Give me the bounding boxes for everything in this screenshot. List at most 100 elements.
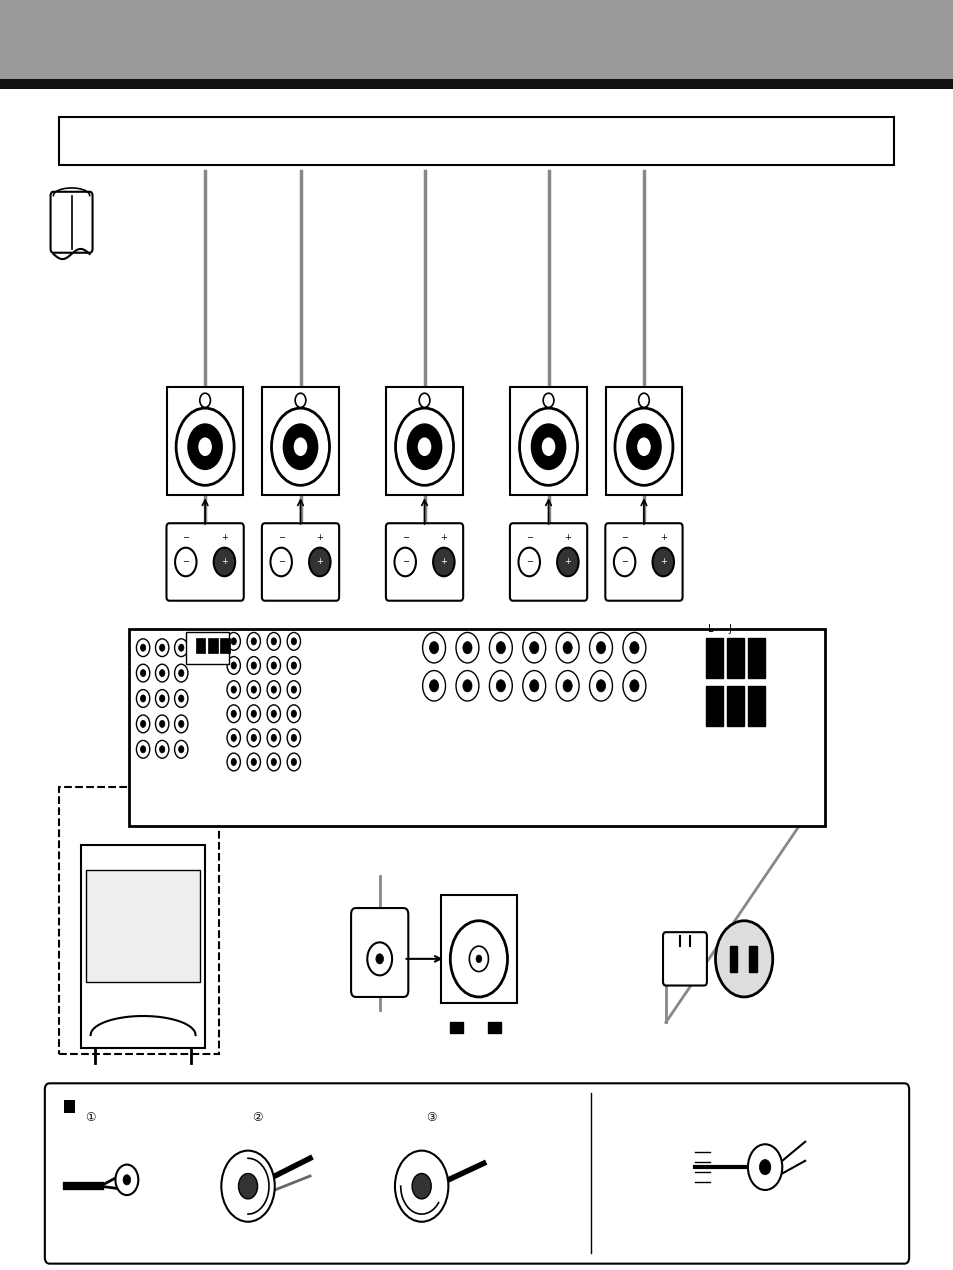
Text: +: + (659, 558, 666, 566)
Circle shape (155, 740, 169, 758)
Circle shape (638, 394, 649, 408)
Bar (747, 638, 764, 678)
Circle shape (227, 753, 240, 771)
Circle shape (287, 657, 300, 674)
Circle shape (489, 632, 512, 663)
Circle shape (251, 710, 256, 718)
Bar (705, 638, 722, 678)
Text: +: + (316, 532, 323, 542)
Circle shape (518, 547, 539, 577)
Bar (488, 1022, 500, 1033)
Circle shape (422, 671, 445, 701)
Circle shape (636, 437, 651, 457)
Circle shape (174, 639, 188, 657)
Circle shape (238, 1173, 257, 1199)
Circle shape (271, 734, 276, 742)
Circle shape (287, 729, 300, 747)
Text: +: + (221, 558, 228, 566)
FancyBboxPatch shape (509, 523, 586, 601)
Bar (86, 870, 200, 982)
Circle shape (287, 632, 300, 650)
Circle shape (155, 690, 169, 707)
Bar (59, 787, 219, 1054)
Circle shape (429, 641, 438, 654)
Circle shape (231, 758, 236, 766)
Circle shape (456, 632, 478, 663)
Text: +: + (659, 532, 666, 542)
FancyBboxPatch shape (605, 523, 682, 601)
Circle shape (287, 681, 300, 698)
Text: ③: ③ (425, 1111, 436, 1124)
FancyBboxPatch shape (351, 908, 408, 997)
Text: +: + (564, 558, 571, 566)
Circle shape (271, 710, 276, 718)
Text: −: − (620, 558, 627, 566)
Circle shape (291, 662, 296, 669)
Circle shape (412, 1173, 431, 1199)
Circle shape (529, 641, 538, 654)
Circle shape (407, 424, 441, 469)
Text: −: − (401, 532, 408, 542)
Circle shape (251, 638, 256, 645)
Circle shape (367, 942, 392, 975)
Text: −: − (277, 532, 284, 542)
Circle shape (562, 641, 572, 654)
Circle shape (469, 946, 488, 972)
Circle shape (178, 745, 184, 753)
Circle shape (271, 638, 276, 645)
Circle shape (375, 954, 383, 964)
Bar (386, 387, 462, 495)
Circle shape (140, 745, 146, 753)
Circle shape (155, 639, 169, 657)
Circle shape (540, 437, 556, 457)
Circle shape (394, 547, 416, 577)
Bar (747, 686, 764, 726)
Circle shape (231, 686, 236, 693)
Circle shape (178, 644, 184, 652)
Circle shape (140, 669, 146, 677)
Bar (510, 387, 586, 495)
Circle shape (267, 729, 280, 747)
Bar (59, 117, 893, 165)
Circle shape (626, 424, 660, 469)
FancyBboxPatch shape (662, 932, 706, 986)
Circle shape (176, 408, 233, 485)
Circle shape (747, 1144, 781, 1190)
Circle shape (155, 715, 169, 733)
Circle shape (496, 679, 505, 692)
Circle shape (291, 758, 296, 766)
Circle shape (159, 695, 165, 702)
Circle shape (395, 408, 453, 485)
Circle shape (476, 955, 481, 963)
Circle shape (615, 408, 672, 485)
Text: +: + (316, 558, 323, 566)
Text: +: + (221, 532, 228, 542)
Text: +: + (440, 532, 447, 542)
Bar (195, 638, 205, 653)
Circle shape (291, 710, 296, 718)
Circle shape (267, 632, 280, 650)
Circle shape (227, 632, 240, 650)
Circle shape (267, 705, 280, 723)
Circle shape (522, 671, 545, 701)
Circle shape (247, 657, 260, 674)
Circle shape (622, 632, 645, 663)
Circle shape (231, 638, 236, 645)
Circle shape (136, 639, 150, 657)
Circle shape (271, 686, 276, 693)
Circle shape (247, 632, 260, 650)
Circle shape (178, 695, 184, 702)
Circle shape (247, 753, 260, 771)
Circle shape (199, 394, 211, 408)
Circle shape (159, 669, 165, 677)
Circle shape (247, 705, 260, 723)
Bar (129, 629, 824, 826)
Circle shape (251, 662, 256, 669)
Circle shape (227, 657, 240, 674)
Circle shape (293, 437, 308, 457)
Circle shape (174, 664, 188, 682)
Circle shape (174, 690, 188, 707)
Bar (705, 686, 722, 726)
Circle shape (251, 686, 256, 693)
Circle shape (309, 547, 330, 577)
